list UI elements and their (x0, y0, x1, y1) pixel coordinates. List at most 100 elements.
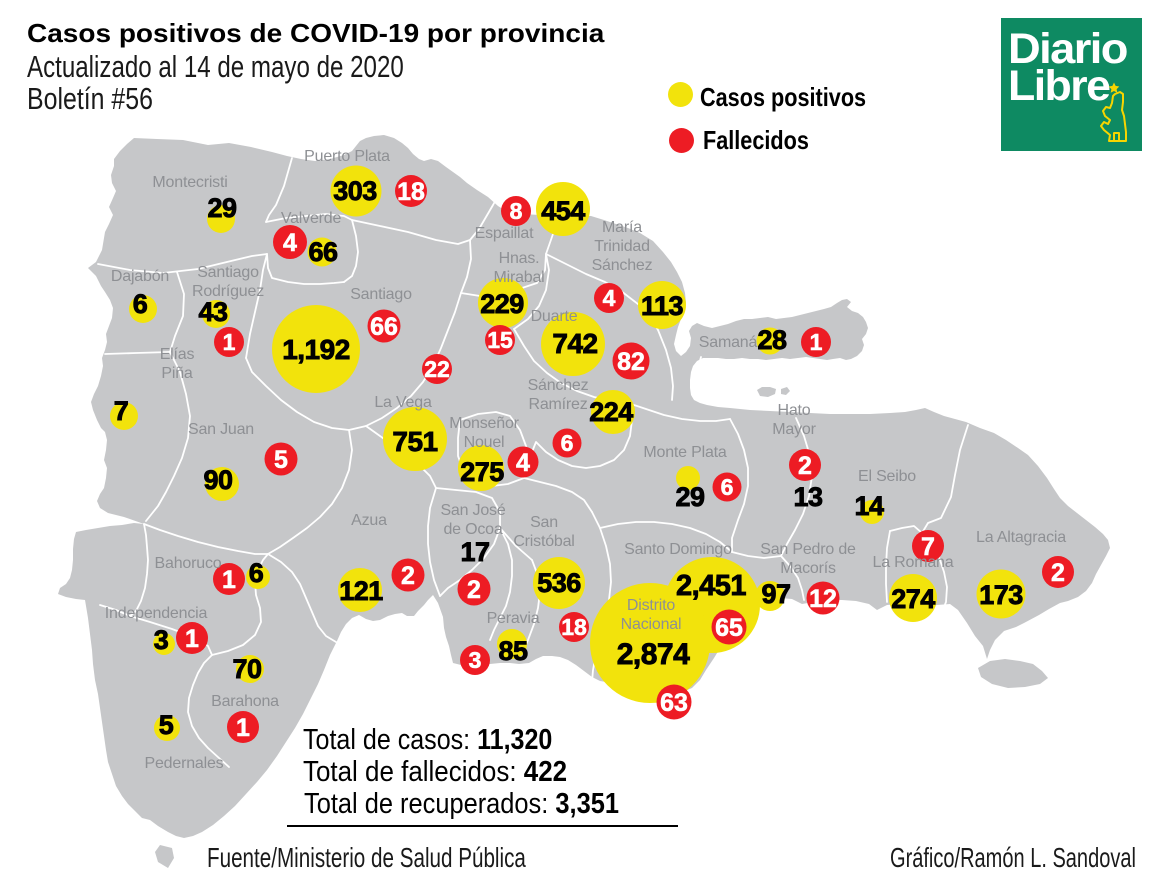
svg-text:13: 13 (793, 482, 823, 512)
svg-text:2: 2 (401, 562, 415, 590)
svg-text:San: San (530, 514, 558, 531)
svg-text:El Seibo: El Seibo (858, 468, 916, 485)
svg-text:224: 224 (589, 397, 633, 427)
svg-text:1: 1 (810, 329, 823, 355)
svg-text:Piña: Piña (161, 365, 193, 382)
svg-text:Independencia: Independencia (105, 605, 208, 622)
svg-text:Valverde: Valverde (281, 210, 342, 227)
svg-text:de Ocoa: de Ocoa (443, 521, 502, 538)
svg-text:Santiago: Santiago (197, 264, 259, 281)
svg-text:Montecristi: Montecristi (152, 174, 227, 191)
svg-text:2: 2 (1051, 559, 1065, 587)
svg-text:7: 7 (921, 533, 935, 561)
svg-text:751: 751 (392, 426, 437, 457)
svg-text:María: María (602, 219, 642, 236)
svg-text:Macorís: Macorís (780, 560, 836, 577)
svg-text:Santo Domingo: Santo Domingo (624, 541, 732, 558)
svg-text:90: 90 (203, 465, 232, 495)
svg-text:536: 536 (537, 568, 581, 598)
svg-text:San Juan: San Juan (188, 421, 254, 438)
svg-text:4: 4 (283, 229, 297, 257)
svg-text:Azua: Azua (351, 512, 387, 529)
svg-text:Hnas.: Hnas. (499, 250, 540, 267)
svg-text:121: 121 (339, 576, 383, 606)
svg-text:18: 18 (397, 178, 425, 206)
svg-text:113: 113 (641, 291, 684, 321)
svg-text:1: 1 (236, 714, 250, 742)
svg-text:43: 43 (198, 297, 228, 327)
svg-text:1: 1 (223, 329, 236, 355)
svg-text:Barahona: Barahona (211, 693, 279, 710)
svg-text:La Altagracia: La Altagracia (976, 529, 1066, 546)
svg-text:Nouel: Nouel (464, 434, 505, 451)
svg-text:Rodríguez: Rodríguez (192, 283, 264, 300)
svg-text:6: 6 (721, 474, 734, 500)
svg-text:82: 82 (617, 348, 645, 376)
svg-text:229: 229 (480, 289, 524, 319)
svg-text:85: 85 (498, 636, 528, 666)
svg-text:12: 12 (809, 585, 837, 613)
svg-text:63: 63 (660, 689, 688, 717)
svg-text:La Vega: La Vega (374, 394, 432, 411)
svg-text:15: 15 (487, 327, 513, 353)
svg-text:17: 17 (460, 537, 489, 567)
svg-text:1: 1 (185, 625, 199, 653)
svg-text:28: 28 (757, 325, 787, 355)
svg-text:Cristóbal: Cristóbal (513, 533, 574, 550)
svg-text:275: 275 (460, 457, 504, 487)
svg-text:2: 2 (467, 576, 481, 604)
svg-text:Samaná: Samaná (699, 334, 758, 351)
svg-text:5: 5 (274, 446, 288, 474)
svg-text:742: 742 (552, 328, 597, 359)
svg-text:22: 22 (424, 356, 450, 382)
svg-text:66: 66 (308, 237, 338, 267)
svg-text:97: 97 (761, 579, 790, 609)
svg-text:1: 1 (222, 566, 236, 594)
svg-text:173: 173 (979, 580, 1023, 610)
svg-text:18: 18 (561, 614, 587, 640)
svg-text:Mirabal: Mirabal (493, 269, 544, 286)
svg-text:Santiago: Santiago (350, 286, 412, 303)
svg-text:2: 2 (798, 452, 812, 480)
svg-text:29: 29 (207, 193, 237, 223)
svg-text:Pedernales: Pedernales (145, 755, 224, 772)
svg-text:Dajabón: Dajabón (111, 268, 169, 285)
svg-text:5: 5 (159, 710, 174, 740)
svg-text:Espaillat: Espaillat (475, 225, 534, 242)
svg-text:Mayor: Mayor (772, 421, 816, 438)
svg-text:Puerto Plata: Puerto Plata (304, 148, 390, 165)
svg-text:1,192: 1,192 (282, 334, 350, 365)
svg-text:Trinidad: Trinidad (594, 238, 650, 255)
svg-text:Ramírez: Ramírez (528, 396, 587, 413)
svg-text:2,451: 2,451 (676, 570, 746, 602)
svg-text:Elías: Elías (160, 346, 195, 363)
svg-text:Nacional: Nacional (621, 616, 682, 633)
svg-text:6: 6 (133, 289, 148, 319)
svg-text:La Romana: La Romana (873, 554, 954, 571)
svg-text:66: 66 (370, 313, 398, 341)
svg-text:70: 70 (232, 654, 261, 684)
svg-text:Duarte: Duarte (531, 308, 578, 325)
svg-text:Monte Plata: Monte Plata (643, 444, 726, 461)
svg-text:6: 6 (249, 558, 264, 588)
svg-text:6: 6 (561, 430, 574, 456)
svg-text:3: 3 (469, 647, 482, 673)
svg-text:San José: San José (440, 502, 505, 519)
svg-text:Sánchez: Sánchez (528, 377, 589, 394)
svg-text:4: 4 (516, 449, 530, 477)
svg-text:7: 7 (114, 396, 129, 426)
svg-text:454: 454 (541, 196, 585, 226)
svg-text:303: 303 (333, 176, 377, 206)
svg-text:8: 8 (510, 198, 523, 224)
svg-text:274: 274 (891, 584, 935, 614)
svg-text:San Pedro de: San Pedro de (760, 541, 856, 558)
svg-text:29: 29 (675, 482, 705, 512)
svg-text:3: 3 (154, 625, 169, 655)
svg-text:65: 65 (715, 614, 743, 642)
svg-text:Bahoruco: Bahoruco (155, 555, 222, 572)
svg-text:Sánchez: Sánchez (592, 257, 653, 274)
svg-text:Hato: Hato (778, 402, 811, 419)
svg-text:14: 14 (854, 491, 884, 521)
svg-text:Monseñor: Monseñor (449, 415, 519, 432)
svg-text:4: 4 (603, 285, 616, 311)
